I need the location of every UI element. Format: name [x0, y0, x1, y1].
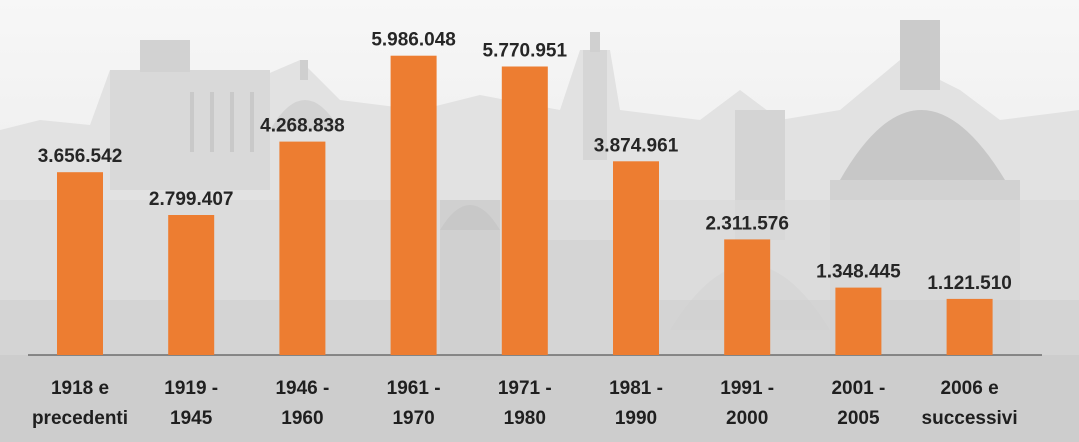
- category-label-1: 1919 - 1945: [164, 378, 218, 429]
- data-labels-layer: 3.656.542 2.799.407 4.268.838 5.986.048 5.77…: [38, 30, 1012, 294]
- category-label-1-line-0: 1919 -: [164, 378, 218, 399]
- bar-value-label-8: 1.121.510: [927, 273, 1012, 294]
- category-label-5-line-1: 1990: [615, 408, 657, 429]
- bar-3: [390, 55, 437, 355]
- category-label-7-line-1: 2005: [837, 408, 880, 429]
- bar-0: [57, 172, 103, 355]
- category-label-8: 2006 e successivi: [922, 378, 1018, 429]
- category-label-8-line-0: 2006 e: [941, 378, 999, 399]
- category-label-2: 1946 - 1960: [275, 378, 329, 429]
- bar-7: [835, 287, 882, 355]
- bar-value-label-4: 5.770.951: [483, 41, 568, 62]
- category-label-6-line-0: 1991 -: [720, 378, 774, 399]
- category-label-5-line-0: 1981 -: [609, 378, 663, 399]
- category-label-2-line-1: 1960: [281, 408, 323, 429]
- bar-value-label-0: 3.656.542: [38, 146, 123, 167]
- bars-layer: [57, 55, 993, 355]
- category-label-3: 1961 - 1970: [387, 378, 441, 429]
- bar-4: [501, 66, 548, 355]
- bar-value-label-6: 2.311.576: [705, 213, 788, 234]
- category-label-4-line-1: 1980: [504, 408, 546, 429]
- category-label-3-line-0: 1961 -: [387, 378, 441, 399]
- category-label-3-line-1: 1970: [392, 408, 434, 429]
- category-label-2-line-0: 1946 -: [275, 378, 329, 399]
- category-label-4: 1971 - 1980: [498, 378, 552, 429]
- category-label-1-line-1: 1945: [170, 408, 213, 429]
- bar-value-label-3: 5.986.048: [371, 30, 456, 51]
- category-label-6-line-1: 2000: [726, 408, 768, 429]
- category-label-8-line-1: successivi: [922, 408, 1018, 429]
- category-label-4-line-0: 1971 -: [498, 378, 552, 399]
- bar-5: [613, 161, 659, 355]
- category-label-7: 2001 - 2005: [831, 378, 885, 429]
- category-label-0: 1918 e precedenti: [32, 378, 128, 429]
- bar-value-label-7: 1.348.445: [816, 262, 901, 283]
- bar-6: [724, 239, 771, 355]
- category-labels-layer: 1918 e precedenti 1919 - 1945 1946 - 1960 1961…: [32, 378, 1018, 429]
- category-label-0-line-1: precedenti: [32, 408, 128, 429]
- bar-value-label-5: 3.874.961: [594, 135, 679, 156]
- category-label-7-line-0: 2001 -: [831, 378, 885, 399]
- bar-1: [168, 215, 215, 355]
- bar-2: [279, 141, 326, 355]
- bar-value-label-1: 2.799.407: [149, 189, 234, 210]
- category-label-5: 1981 - 1990: [609, 378, 663, 429]
- bar-8: [946, 298, 993, 355]
- category-label-0-line-0: 1918 e: [51, 378, 109, 399]
- bar-value-label-2: 4.268.838: [260, 116, 345, 137]
- category-label-6: 1991 - 2000: [720, 378, 774, 429]
